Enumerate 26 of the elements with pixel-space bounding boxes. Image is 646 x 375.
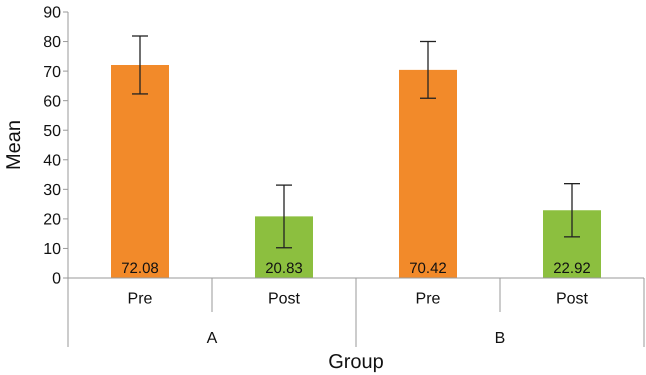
text: B <box>494 330 506 347</box>
y-tick-label: 80 <box>43 34 62 52</box>
y-axis-title: Mean <box>3 120 25 170</box>
data-label: 20.83 <box>265 260 303 277</box>
x-tick-label: Post <box>556 290 589 308</box>
x-tick-label: Post <box>268 290 301 308</box>
x-tick-label: Pre <box>128 290 153 308</box>
x-axis-title: Group <box>328 351 384 373</box>
y-tick-label: 50 <box>43 122 62 140</box>
bar <box>543 210 601 278</box>
data-label: 22.92 <box>553 260 591 277</box>
y-tick-label: 90 <box>43 4 62 22</box>
y-tick-label: 0 <box>52 270 62 288</box>
data-label: 72.08 <box>121 260 159 277</box>
bar <box>399 70 457 278</box>
bar <box>111 64 169 278</box>
y-tick-label: 40 <box>43 152 62 170</box>
bar <box>255 216 313 278</box>
y-tick-label: 30 <box>43 182 62 200</box>
y-tick-label: 10 <box>43 241 62 258</box>
x-tick-label: Pre <box>416 290 441 308</box>
y-tick-label: 70 <box>43 64 62 81</box>
y-tick-label: 60 <box>43 93 62 110</box>
text: A <box>206 330 218 347</box>
y-tick-label: 20 <box>43 212 62 229</box>
data-label: 70.42 <box>409 260 447 277</box>
